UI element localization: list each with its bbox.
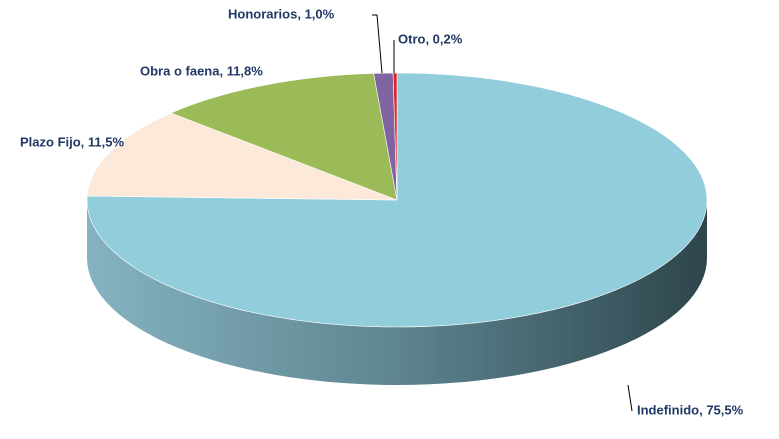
data-label: Honorarios, 1,0%: [228, 6, 335, 21]
data-label: Obra o faena, 11,8%: [140, 63, 263, 78]
leader-line: [372, 14, 383, 74]
data-label: Indefinido, 75,5%: [637, 402, 744, 417]
slice: [170, 73, 398, 201]
leader-line: [627, 384, 633, 412]
data-label: Plazo Fijo, 11,5%: [20, 134, 124, 149]
slice: [86, 72, 708, 328]
slice: [392, 72, 398, 201]
slice: [86, 112, 398, 201]
slice-side: [87, 200, 707, 385]
data-label: Otro, 0,2%: [398, 31, 463, 46]
